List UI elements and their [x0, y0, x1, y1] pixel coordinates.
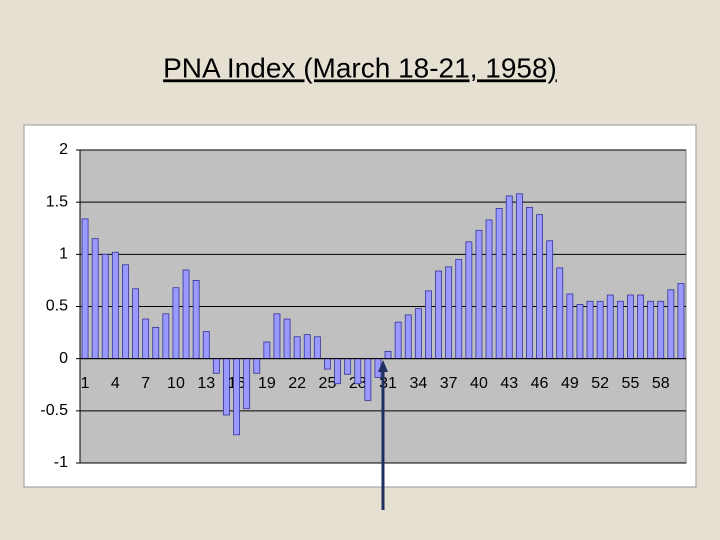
bar: [536, 214, 543, 360]
bar: [152, 326, 160, 360]
bar: [344, 358, 352, 375]
bar: [475, 229, 483, 360]
bar: [637, 294, 644, 360]
bar: [111, 251, 119, 360]
y-tick-label: 0: [59, 350, 68, 367]
bar: [162, 313, 170, 360]
x-tick-label: 10: [167, 375, 185, 392]
x-tick-label: 13: [197, 375, 215, 392]
bar: [435, 270, 442, 360]
bar: [616, 300, 624, 360]
bar: [526, 206, 533, 360]
bar: [566, 293, 574, 360]
x-tick-label: 19: [258, 375, 276, 392]
bar: [142, 318, 150, 360]
bar: [627, 294, 634, 360]
bar: [293, 336, 301, 360]
slide-title: PNA Index (March 18-21, 1958): [163, 52, 557, 83]
bar: [394, 321, 402, 360]
bar: [556, 267, 564, 360]
bar: [667, 289, 675, 360]
bar: [243, 358, 251, 410]
bar: [495, 208, 503, 360]
bar: [122, 264, 129, 360]
x-tick-label: 49: [561, 375, 579, 392]
bar: [515, 193, 523, 360]
bar: [324, 358, 331, 370]
bar: [132, 288, 139, 360]
bar: [81, 218, 89, 360]
bar: [596, 300, 604, 360]
bar: [283, 318, 291, 360]
x-tick-label: 58: [652, 375, 670, 392]
bar: [273, 313, 281, 360]
bar: [182, 269, 190, 360]
bar: [414, 308, 422, 360]
x-tick-label: 1: [81, 375, 90, 392]
bar: [263, 341, 271, 360]
y-tick-label: 1.5: [46, 193, 68, 210]
bar: [303, 334, 311, 360]
bar: [233, 358, 240, 436]
x-tick-label: 37: [440, 375, 458, 392]
bar: [384, 350, 392, 360]
bar: [445, 266, 453, 360]
bar: [546, 240, 554, 360]
y-tick-label: -0.5: [40, 402, 68, 419]
bar: [425, 290, 432, 360]
chart: -1-0.500.511.521471013161922252831343740…: [40, 141, 686, 471]
bar: [253, 358, 261, 374]
bar: [485, 219, 493, 360]
x-tick-label: 55: [622, 375, 640, 392]
bar: [91, 238, 99, 360]
bar: [586, 300, 594, 360]
bar: [101, 253, 109, 360]
bar: [364, 358, 372, 401]
bar: [404, 314, 412, 360]
y-tick-label: 0.5: [46, 298, 68, 315]
bar: [677, 283, 685, 360]
bar: [334, 358, 341, 385]
bar: [212, 358, 220, 374]
x-tick-label: 52: [591, 375, 609, 392]
bar: [465, 241, 473, 360]
bar: [647, 300, 655, 360]
bar: [354, 358, 362, 385]
y-tick-label: 1: [59, 246, 68, 263]
bar: [455, 259, 463, 360]
bar: [657, 300, 665, 360]
bar: [192, 280, 200, 360]
x-tick-label: 22: [288, 375, 306, 392]
bar: [202, 331, 210, 360]
x-tick-label: 34: [409, 375, 427, 392]
bar: [505, 195, 513, 360]
x-tick-label: 40: [470, 375, 488, 392]
bar: [313, 336, 321, 360]
arrow-head: [378, 360, 388, 372]
y-tick-label: -1: [54, 454, 68, 471]
x-tick-label: 43: [500, 375, 518, 392]
x-tick-label: 4: [111, 375, 120, 392]
bar: [576, 304, 584, 360]
bar: [606, 294, 614, 360]
y-tick-label: 2: [59, 141, 68, 158]
x-tick-label: 46: [531, 375, 549, 392]
arrow: [378, 360, 388, 510]
x-tick-label: 7: [141, 375, 150, 392]
x-tick-label: 25: [319, 375, 337, 392]
bar: [172, 287, 180, 360]
